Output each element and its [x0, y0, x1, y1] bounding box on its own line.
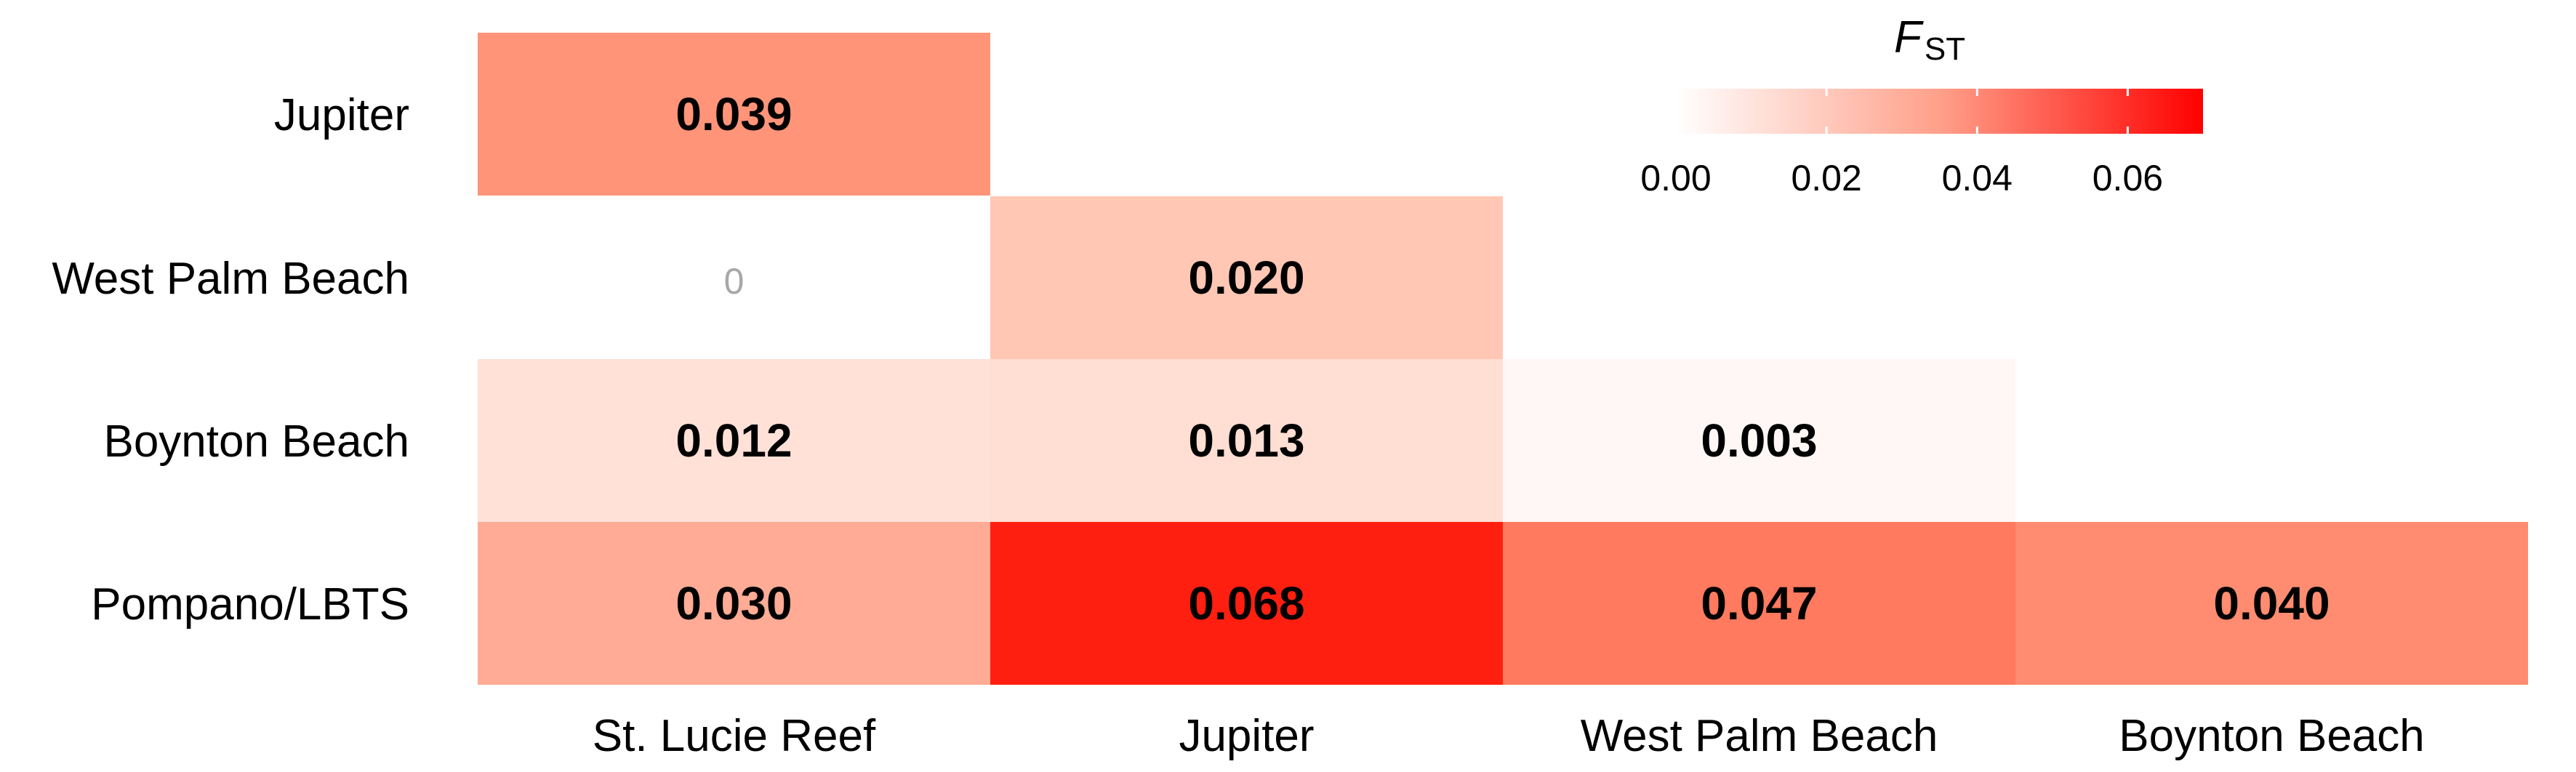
heatmap-cell-pompano-lbts-vs-jupiter: [990, 522, 1503, 685]
column-label-st-lucie-reef: St. Lucie Reef: [593, 711, 876, 761]
heatmap-cell-boynton-beach-vs-west-palm-beach: [1503, 359, 2015, 522]
color-legend: FST 0.00 0.02 0.04 0.06: [1640, 12, 2203, 198]
row-labels: Jupiter West Palm Beach Boynton Beach Pompa…: [52, 90, 409, 630]
legend-tick-label: 0.00: [1640, 158, 1711, 198]
heatmap-cell-boynton-beach-vs-jupiter: [990, 359, 1503, 522]
cell-value-label: 0.039: [675, 88, 792, 140]
cell-value-label: 0.030: [675, 577, 792, 630]
heatmap-cell-boynton-beach-vs-st-lucie-reef: [478, 359, 990, 522]
heatmap-cell-jupiter-vs-st-lucie-reef: [478, 33, 990, 196]
cell-value-label: 0.040: [2213, 577, 2330, 630]
heatmap-cell-west-palm-beach-vs-jupiter: [990, 196, 1503, 359]
legend-tick-label: 0.06: [2093, 158, 2163, 198]
heatmap-cell-pompano-lbts-vs-west-palm-beach: [1503, 522, 2015, 685]
row-label-west-palm-beach: West Palm Beach: [52, 254, 409, 304]
heatmap-cell-pompano-lbts-vs-boynton-beach: [2015, 522, 2528, 685]
cell-value-label: 0.003: [1701, 414, 1817, 467]
cell-value-label: 0.047: [1701, 577, 1817, 630]
row-label-jupiter: Jupiter: [274, 90, 409, 140]
heatmap-cell-west-palm-beach-vs-st-lucie-reef: [478, 196, 990, 359]
column-label-boynton-beach: Boynton Beach: [2119, 711, 2425, 761]
cell-value-label: 0.020: [1188, 252, 1304, 304]
cell-value-label: 0.013: [1188, 414, 1304, 467]
cell-value-label: 0: [724, 261, 745, 302]
legend-title-subscript: ST: [1925, 31, 1965, 67]
legend-tick-label: 0.04: [1942, 158, 2013, 198]
cell-value-label: 0.012: [675, 414, 792, 467]
legend-tick-label: 0.02: [1791, 158, 1861, 198]
column-labels: St. Lucie Reef Jupiter West Palm Beach Boyn…: [593, 711, 2425, 761]
heatmap-cell-pompano-lbts-vs-st-lucie-reef: [478, 522, 990, 685]
row-label-boynton-beach: Boynton Beach: [103, 417, 409, 467]
legend-title: FST: [1894, 12, 1965, 67]
cell-value-label: 0.068: [1188, 577, 1304, 630]
column-label-west-palm-beach: West Palm Beach: [1581, 711, 1938, 761]
heatmap-cells: 0.039 0 0.020 0.012 0.013 0.003 0.030 0.068 0.04…: [478, 33, 2528, 685]
legend-ticks: 0.00 0.02 0.04 0.06: [1640, 89, 2163, 198]
row-label-pompano-lbts: Pompano/LBTS: [91, 579, 409, 630]
column-label-jupiter: Jupiter: [1179, 711, 1314, 761]
legend-colorbar: [1676, 89, 2203, 134]
